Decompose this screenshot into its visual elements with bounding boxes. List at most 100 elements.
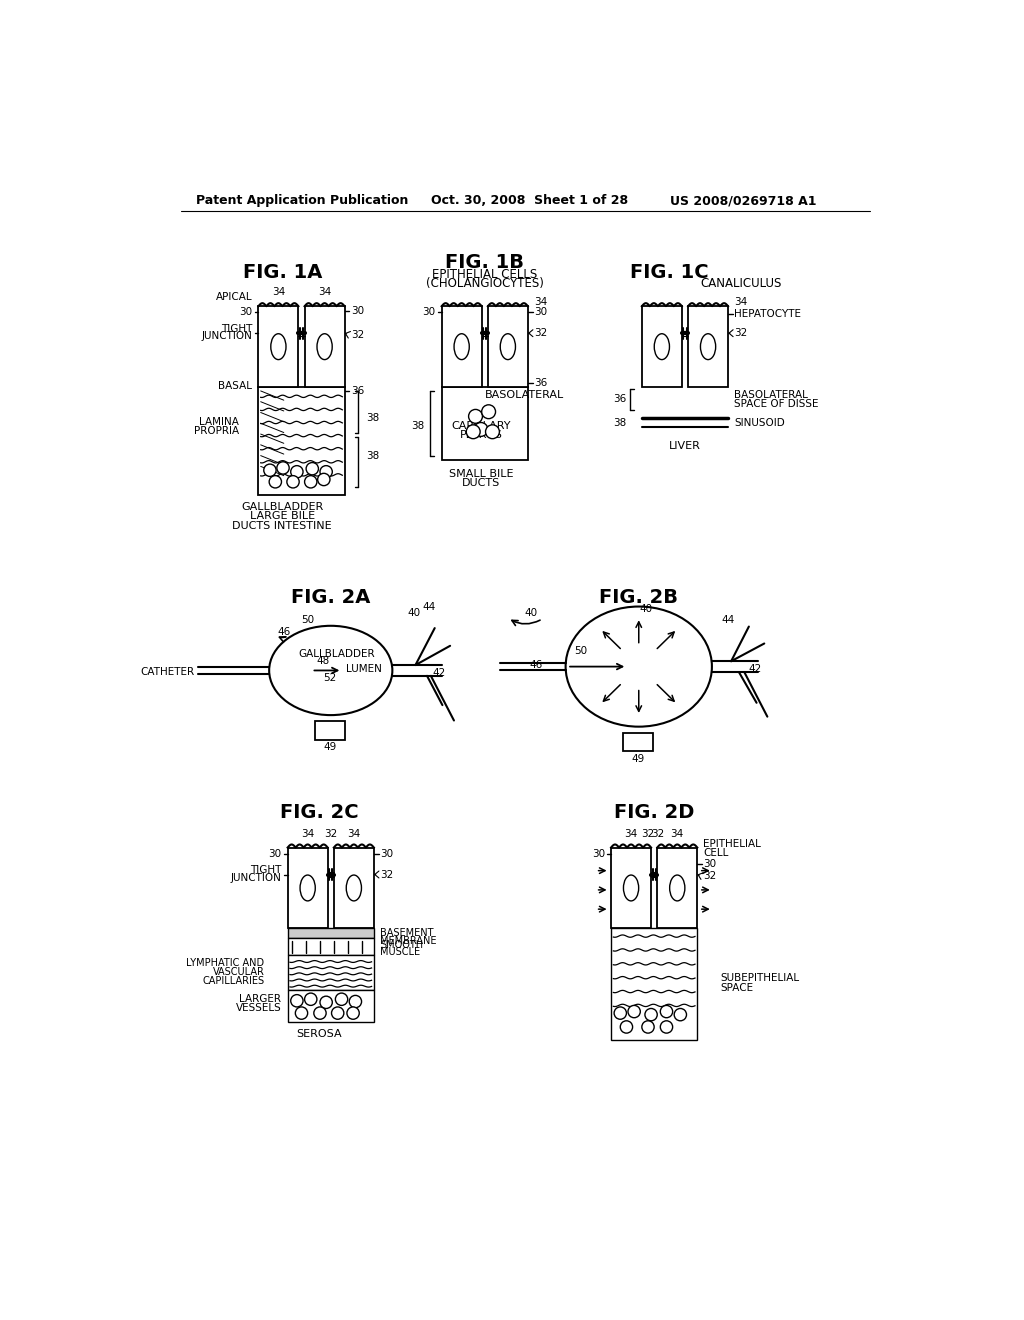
Circle shape — [485, 425, 500, 438]
Text: 34: 34 — [671, 829, 684, 838]
Text: APICAL: APICAL — [216, 292, 252, 302]
Text: LIVER: LIVER — [669, 441, 700, 451]
Text: MEMBRANE: MEMBRANE — [380, 936, 436, 945]
Text: 48: 48 — [316, 656, 330, 667]
Text: LAMINA: LAMINA — [200, 417, 240, 426]
Text: HEPATOCYTE: HEPATOCYTE — [734, 309, 801, 319]
Circle shape — [332, 1007, 344, 1019]
Text: 32: 32 — [703, 871, 717, 880]
Bar — [288, 990, 374, 1022]
Text: FIG. 2B: FIG. 2B — [599, 587, 678, 607]
Text: 42: 42 — [749, 664, 762, 675]
Ellipse shape — [300, 875, 315, 902]
Bar — [315, 721, 345, 739]
Text: DUCTS INTESTINE: DUCTS INTESTINE — [232, 520, 332, 531]
Text: CANALICULUS: CANALICULUS — [700, 277, 781, 289]
Text: 40: 40 — [640, 603, 653, 614]
Text: 34: 34 — [535, 297, 547, 306]
Circle shape — [287, 475, 299, 488]
Text: SINUSOID: SINUSOID — [734, 417, 785, 428]
Text: CAPILLARY: CAPILLARY — [452, 421, 511, 430]
Text: SMALL BILE: SMALL BILE — [449, 469, 513, 479]
Ellipse shape — [501, 334, 515, 359]
Text: JUNCTION: JUNCTION — [230, 873, 282, 883]
Bar — [441, 306, 481, 387]
Circle shape — [319, 466, 333, 478]
Text: MUSCLE: MUSCLE — [380, 948, 420, 957]
Text: FIG. 2D: FIG. 2D — [614, 804, 694, 822]
Text: FIG. 2A: FIG. 2A — [291, 587, 371, 607]
Bar — [258, 387, 345, 495]
Text: TIGHT: TIGHT — [250, 865, 282, 875]
Bar — [304, 306, 345, 387]
Circle shape — [291, 466, 303, 478]
Text: TIGHT: TIGHT — [221, 323, 252, 334]
Text: BASAL: BASAL — [218, 380, 252, 391]
Circle shape — [481, 405, 496, 418]
Circle shape — [474, 422, 487, 437]
Ellipse shape — [700, 334, 716, 359]
Bar — [611, 847, 651, 928]
Text: SUBEPITHELIAL: SUBEPITHELIAL — [720, 973, 800, 983]
Bar — [611, 928, 697, 1040]
Circle shape — [336, 993, 348, 1006]
Circle shape — [469, 409, 482, 424]
Text: 30: 30 — [239, 308, 252, 317]
Text: 38: 38 — [613, 417, 627, 428]
Text: Oct. 30, 2008  Sheet 1 of 28: Oct. 30, 2008 Sheet 1 of 28 — [431, 194, 628, 207]
Ellipse shape — [654, 334, 670, 359]
Bar — [688, 306, 728, 387]
Text: 34: 34 — [734, 297, 748, 306]
Text: 38: 38 — [411, 421, 424, 430]
Circle shape — [313, 1007, 326, 1019]
Bar — [288, 847, 328, 928]
Text: GALLBLADDER: GALLBLADDER — [299, 648, 375, 659]
Text: 30: 30 — [703, 859, 717, 870]
Text: 34: 34 — [301, 829, 314, 838]
Text: 30: 30 — [268, 849, 282, 859]
Circle shape — [306, 462, 318, 475]
Text: FIG. 1B: FIG. 1B — [445, 253, 524, 272]
Text: FIG. 1C: FIG. 1C — [630, 263, 709, 282]
Text: US 2008/0269718 A1: US 2008/0269718 A1 — [670, 194, 816, 207]
Circle shape — [304, 475, 316, 488]
Circle shape — [628, 1006, 640, 1018]
Text: CAPILLARIES: CAPILLARIES — [203, 975, 264, 986]
Text: DUCTS: DUCTS — [462, 478, 500, 488]
Circle shape — [304, 993, 316, 1006]
Text: 42: 42 — [432, 668, 445, 677]
Text: LYMPHATIC AND: LYMPHATIC AND — [186, 958, 264, 968]
Text: 36: 36 — [535, 379, 547, 388]
Text: 34: 34 — [625, 829, 638, 838]
Text: 30: 30 — [592, 849, 605, 859]
Circle shape — [642, 1020, 654, 1034]
Bar — [441, 387, 528, 461]
Circle shape — [269, 475, 282, 488]
Circle shape — [264, 465, 276, 477]
Circle shape — [347, 1007, 359, 1019]
Text: 38: 38 — [367, 451, 380, 462]
Text: SEROSA: SEROSA — [296, 1028, 342, 1039]
Bar — [334, 847, 374, 928]
Text: 50: 50 — [301, 615, 314, 626]
Text: 32: 32 — [535, 329, 547, 338]
Text: LUMEN: LUMEN — [346, 664, 382, 675]
Text: 32: 32 — [651, 829, 665, 838]
Text: 40: 40 — [408, 607, 421, 618]
Ellipse shape — [270, 334, 286, 359]
Ellipse shape — [317, 334, 332, 359]
Bar — [288, 928, 374, 939]
Text: 49: 49 — [632, 754, 645, 764]
Text: 32: 32 — [351, 330, 364, 339]
Circle shape — [295, 1007, 307, 1019]
Text: 52: 52 — [323, 673, 336, 684]
Text: 40: 40 — [524, 607, 538, 618]
Text: Patent Application Publication: Patent Application Publication — [196, 194, 409, 207]
Bar — [288, 956, 374, 990]
Circle shape — [317, 474, 330, 486]
Circle shape — [645, 1008, 657, 1020]
Circle shape — [621, 1020, 633, 1034]
Bar — [258, 306, 298, 387]
Text: FIG. 2C: FIG. 2C — [280, 804, 358, 822]
Text: 46: 46 — [529, 660, 543, 671]
